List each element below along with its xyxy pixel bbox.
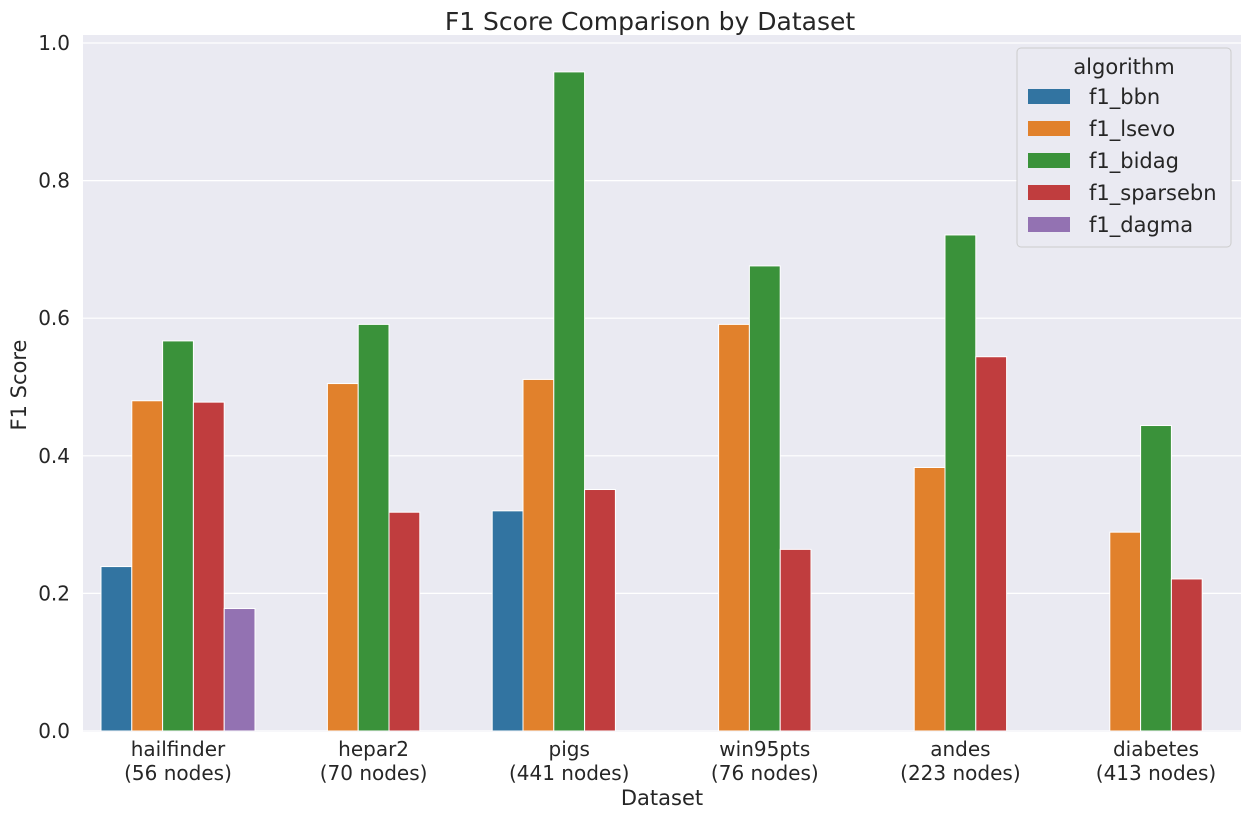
- bar-f1_sparsebn: [779, 548, 812, 732]
- x-tick-label: (70 nodes): [320, 761, 428, 785]
- x-tick-label: (56 nodes): [124, 761, 232, 785]
- legend-entry-label: f1_bidag: [1089, 149, 1179, 174]
- chart-title: F1 Score Comparison by Dataset: [445, 7, 856, 36]
- bar-f1_sparsebn: [1170, 578, 1203, 732]
- bar-f1_lsevo: [913, 466, 946, 732]
- legend-entry-label: f1_dagma: [1089, 213, 1193, 238]
- bar-f1_bidag: [944, 234, 977, 732]
- bar-f1_lsevo: [718, 323, 750, 732]
- legend-swatch: [1028, 185, 1070, 200]
- bar-f1_bidag: [553, 71, 586, 732]
- x-tick-label: diabetes: [1113, 737, 1199, 761]
- x-tick-label: pigs: [549, 737, 590, 761]
- bar-f1_dagma: [223, 608, 256, 732]
- bar-f1_bidag: [357, 323, 390, 732]
- y-tick-label: 1.0: [38, 31, 70, 55]
- bar-f1_sparsebn: [388, 511, 421, 732]
- y-tick-label: 0.0: [38, 719, 70, 743]
- legend-swatch: [1028, 217, 1070, 232]
- bar-f1_sparsebn: [584, 489, 616, 732]
- bar-f1_bbn: [491, 510, 524, 732]
- bar-f1_bidag: [162, 340, 194, 732]
- x-tick-label: (76 nodes): [711, 761, 819, 785]
- bar-f1_bbn: [100, 566, 133, 732]
- bar-f1_lsevo: [1109, 531, 1142, 732]
- bar-f1_lsevo: [131, 400, 164, 732]
- legend: algorithm f1_bbn f1_lsevo f1_bidag f1_spars…: [1016, 47, 1232, 248]
- bar-f1_bidag: [748, 265, 781, 732]
- legend-box: [1016, 47, 1232, 248]
- y-tick-label: 0.8: [38, 169, 70, 193]
- y-tick-label: 0.4: [38, 444, 70, 468]
- bar-f1_lsevo: [522, 378, 555, 732]
- y-axis-label: F1 Score: [7, 340, 31, 431]
- x-tick-label: (441 nodes): [509, 761, 629, 785]
- x-tick-label: (413 nodes): [1096, 761, 1216, 785]
- grid-lines: [83, 42, 1241, 732]
- x-tick-label: andes: [930, 737, 990, 761]
- legend-swatch: [1028, 89, 1070, 104]
- y-tick-label: 0.2: [38, 581, 70, 605]
- x-tick-label: hailfinder: [131, 737, 226, 761]
- x-tick-label: (223 nodes): [900, 761, 1020, 785]
- legend-entry-label: f1_sparsebn: [1089, 181, 1217, 206]
- x-tick-label: hepar2: [338, 737, 409, 761]
- legend-swatch: [1028, 121, 1070, 136]
- legend-title: algorithm: [1073, 55, 1174, 79]
- x-tick-label: win95pts: [719, 737, 810, 761]
- x-tick-labels: hailfinder(56 nodes) hepar2(70 nodes) pigs…: [124, 737, 1216, 785]
- legend-entry-label: f1_bbn: [1089, 85, 1160, 110]
- y-tick-labels: 0.0 0.2 0.4 0.6 0.8 1.0: [38, 31, 70, 743]
- bar-f1_bidag: [1140, 425, 1172, 732]
- legend-swatch: [1028, 153, 1070, 168]
- x-axis-label: Dataset: [621, 786, 703, 810]
- bar-f1_sparsebn: [192, 401, 225, 732]
- y-tick-label: 0.6: [38, 306, 70, 330]
- bar-f1_sparsebn: [975, 356, 1008, 732]
- legend-entry-label: f1_lsevo: [1089, 117, 1175, 142]
- bars: [100, 71, 1203, 732]
- bar-f1_lsevo: [326, 383, 359, 732]
